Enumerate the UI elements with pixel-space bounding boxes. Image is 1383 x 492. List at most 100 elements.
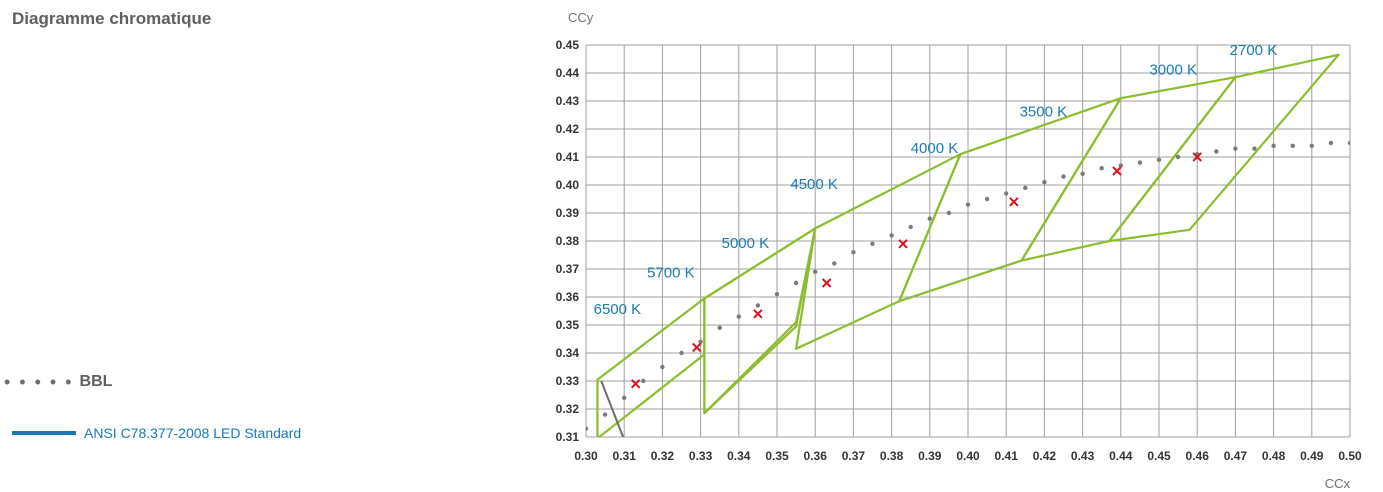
y-tick-label: 0.34 [556,346,580,360]
bbl-point [889,233,894,238]
bbl-point [1042,180,1047,185]
cct-label: 4500 K [790,176,838,193]
y-tick-label: 0.45 [556,38,580,52]
bbl-point [1328,140,1334,146]
bbl-point [1271,143,1276,148]
bbl-point [1367,141,1371,145]
x-tick-label: 0.31 [613,449,637,463]
marker-x [692,342,702,353]
bbl-point [908,224,913,230]
bbl-point [1099,166,1104,171]
plot-area [586,53,1371,437]
bbl-point [1004,191,1009,196]
bbl-point [946,210,952,216]
x-tick-label: 0.42 [1033,449,1057,463]
bbl-point [927,216,932,221]
bbl-point [1233,146,1238,151]
bbl-point [736,314,741,319]
bbl-point [755,303,761,308]
x-tick-label: 0.46 [1186,449,1210,463]
x-tick-label: 0.38 [880,449,904,463]
bbl-point [1080,171,1085,176]
marker-x-stroke [692,342,702,353]
bbl-point [1347,140,1350,146]
marker-x [1112,166,1122,176]
x-tick-label: 0.36 [804,449,828,463]
y-tick-label: 0.37 [556,262,580,276]
x-tick-label: 0.40 [956,449,980,463]
cct-label: 2700 K [1230,42,1278,59]
marker-x [753,309,763,319]
y-tick-label: 0.31 [556,430,580,444]
cct-label: 5000 K [722,235,770,252]
bbl-point [602,412,608,417]
x-tick-label: 0.47 [1224,449,1248,463]
bbl-point [660,364,665,370]
bbl-point [641,378,646,384]
legend-ansi: ANSI C78.377-2008 LED Standard [12,425,301,441]
chart-title: Diagramme chromatique [12,9,212,28]
y-tick-label: 0.32 [556,402,580,416]
bbl-point [984,196,990,202]
ansi-quadrangle [596,297,706,437]
bbl-point [586,426,589,431]
x-tick-label: 0.33 [689,449,713,463]
x-tick-label: 0.50 [1338,449,1362,463]
marker-x-stroke [1009,197,1019,207]
legend-bbl: • • • • • BBL [4,373,112,391]
legend-bbl-label: BBL [79,373,113,390]
x-tick-label: 0.35 [765,449,789,463]
x-axis-label: CCx [1325,476,1351,491]
bbl-point [851,250,856,255]
x-tick-label: 0.30 [574,449,598,463]
y-tick-label: 0.36 [556,290,580,304]
marker-x [1009,197,1019,207]
ansi-quadrangle [1108,53,1340,243]
bbl-point [1023,185,1028,190]
bbl-point [1309,143,1315,148]
marker-x [630,379,641,389]
y-tick-label: 0.33 [556,374,580,388]
marker-x [821,278,832,288]
bbl-point [1118,163,1124,168]
marker-x [898,239,908,249]
marker-x-stroke [898,239,908,249]
x-tick-label: 0.37 [842,449,866,463]
y-axis-label: CCy [568,10,594,25]
marker-x-stroke [821,278,832,288]
bbl-point [1214,149,1219,154]
bbl-point [1061,174,1066,179]
y-tick-label: 0.38 [556,234,580,248]
y-tick-label: 0.39 [556,206,580,220]
dotted-line-icon: • • • • • [4,372,74,392]
x-tick-label: 0.34 [727,449,751,463]
y-tick-label: 0.40 [556,178,580,192]
marker-x-stroke [1112,166,1122,176]
x-tick-label: 0.45 [1147,449,1171,463]
marker-x-stroke [1192,152,1202,162]
y-tick-label: 0.42 [556,122,580,136]
ansi-quadrangle [703,227,817,415]
bbl-point [813,269,818,274]
marker-x [1192,152,1202,162]
cct-label: 3500 K [1020,103,1068,120]
bbl-point [832,261,837,266]
ansi-quadrangle [703,227,817,415]
x-tick-label: 0.32 [651,449,675,463]
cct-label: 6500 K [594,301,642,318]
bbl-point [1137,160,1143,165]
cct-label: 5700 K [647,264,695,281]
x-tick-label: 0.49 [1300,449,1324,463]
x-tick-label: 0.44 [1109,449,1133,463]
bbl-point [679,350,684,356]
cct-label: 4000 K [911,140,959,157]
bbl-point [698,339,703,344]
bbl-point [965,202,971,207]
x-tick-label: 0.41 [995,449,1019,463]
x-tick-label: 0.48 [1262,449,1286,463]
cct-label: 3000 K [1149,61,1197,78]
bbl-point [774,292,780,297]
legend-ansi-label: ANSI C78.377-2008 LED Standard [84,425,302,441]
y-tick-label: 0.41 [556,150,580,164]
